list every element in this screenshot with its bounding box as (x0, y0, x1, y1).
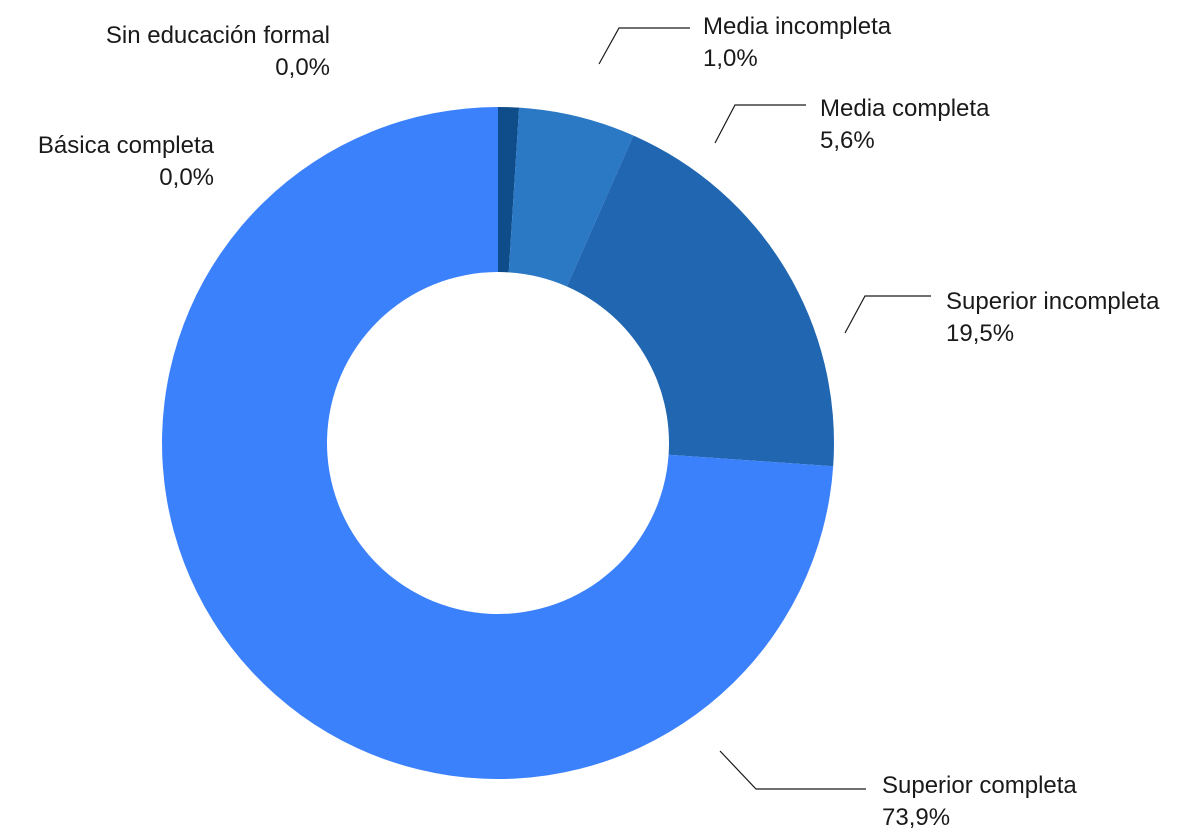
labels-group: Sin educación formal 0,0% Básica completa 0… (38, 13, 1160, 831)
label-value-media-completa: 5,6% (820, 127, 875, 154)
slice-superior-incompleta (566, 135, 834, 467)
slice-media-completa (508, 107, 634, 287)
leader-line-media-incompleta (598, 27, 690, 65)
label-name-media-completa: Media completa (820, 95, 990, 122)
label-name-superior-completa: Superior completa (882, 772, 1077, 799)
leaders-group (598, 27, 931, 790)
label-name-superior-incompleta: Superior incompleta (946, 288, 1160, 315)
label-value-sin-educacion-formal: 0,0% (275, 54, 330, 81)
label-value-media-incompleta: 1,0% (703, 45, 758, 72)
label-value-basica-completa: 0,0% (159, 164, 214, 191)
label-name-basica-completa: Básica completa (38, 132, 215, 159)
label-name-media-incompleta: Media incompleta (703, 13, 892, 40)
leader-line-media-completa (714, 104, 806, 144)
slice-media-incompleta (498, 107, 520, 273)
label-name-sin-educacion-formal: Sin educación formal (106, 22, 330, 49)
slice-superior-completa (162, 107, 834, 779)
label-value-superior-completa: 73,9% (882, 804, 950, 831)
leader-line-superior-incompleta (844, 295, 931, 334)
label-value-superior-incompleta: 19,5% (946, 320, 1014, 347)
leader-line-superior-completa (719, 750, 866, 790)
slices-group (162, 107, 834, 779)
